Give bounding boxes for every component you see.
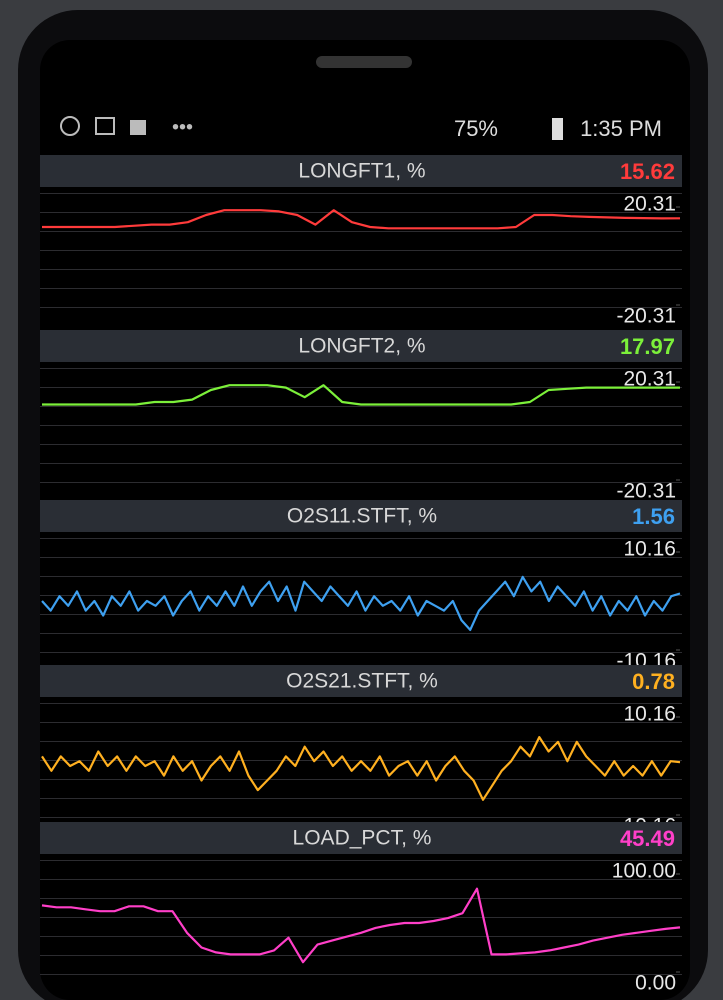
background-stripe (40, 193, 682, 194)
chart-title: LONGFT2, % (298, 335, 425, 358)
data-line (42, 209, 681, 230)
background-stripe (40, 798, 682, 799)
background-stripe (40, 936, 682, 937)
y-tick-label: 100.00 (612, 860, 676, 883)
background-stripe (40, 368, 682, 369)
background-stripe (40, 860, 682, 861)
background-stripe (40, 307, 682, 308)
background-stripe (40, 212, 682, 213)
data-line (41, 736, 681, 801)
y-tick-label: 10.16 (623, 538, 676, 561)
current-value: 17.97 (620, 334, 675, 359)
charts: LONGFT1, % 15.62 -20.31 20.31 LONGFT2, % 17.9… (40, 155, 682, 995)
chart-title: LONGFT1, % (298, 160, 425, 183)
y-tick-label: 20.31 (623, 368, 676, 391)
background-stripe (40, 425, 682, 426)
chart-title: O2S11.STFT, % (287, 505, 437, 528)
battery-icon (552, 118, 563, 140)
background-stripe (40, 387, 682, 388)
background-stripe (40, 955, 682, 956)
y-tick-label: 20.31 (623, 193, 676, 216)
background-stripe (40, 557, 682, 558)
background-stripe (40, 576, 682, 577)
background-stripe (40, 652, 682, 653)
background-stripe (40, 406, 682, 407)
y-tick-label: -20.31 (616, 305, 676, 328)
background-stripe (40, 463, 682, 464)
speaker (316, 56, 412, 68)
y-tick-label: 10.16 (623, 703, 676, 726)
background-stripe (40, 633, 682, 634)
background-stripe (40, 288, 682, 289)
panel-header (40, 822, 682, 854)
y-tick-label: -20.31 (616, 480, 676, 503)
background-stripe (40, 231, 682, 232)
background-stripe (40, 444, 682, 445)
background-stripe (40, 250, 682, 251)
data-line (41, 575, 681, 631)
background-stripe (40, 595, 682, 596)
status-icon (60, 116, 80, 136)
panel-header (40, 500, 682, 532)
background-stripe (40, 703, 682, 704)
panel-header (40, 155, 682, 187)
background-stripe (40, 817, 682, 818)
chart-title: O2S21.STFT, % (286, 670, 438, 693)
status-icon (95, 117, 115, 135)
background-stripe (40, 722, 682, 723)
panel-header (40, 665, 682, 697)
y-tick-label: 0.00 (635, 972, 676, 995)
background-stripe (40, 269, 682, 270)
more-icon: ••• (172, 116, 193, 138)
background-stripe (40, 879, 682, 880)
background-stripe (40, 917, 682, 918)
background-stripe (40, 482, 682, 483)
clock: 1:35 PM (580, 116, 662, 141)
data-line (41, 887, 681, 964)
background-stripe (40, 538, 682, 539)
background-stripe (40, 614, 682, 615)
background-stripe (40, 898, 682, 899)
current-value: 15.62 (620, 159, 675, 184)
battery-text: 75% (454, 116, 498, 141)
current-value: 45.49 (620, 826, 675, 851)
status-icon (130, 120, 146, 135)
background-stripe (40, 779, 682, 780)
panel-header (40, 330, 682, 362)
data-line (42, 384, 680, 406)
chart-title: LOAD_PCT, % (293, 827, 432, 850)
current-value: 0.78 (632, 669, 675, 694)
background-stripe (40, 741, 682, 742)
current-value: 1.56 (632, 504, 675, 529)
background-stripe (40, 974, 682, 975)
